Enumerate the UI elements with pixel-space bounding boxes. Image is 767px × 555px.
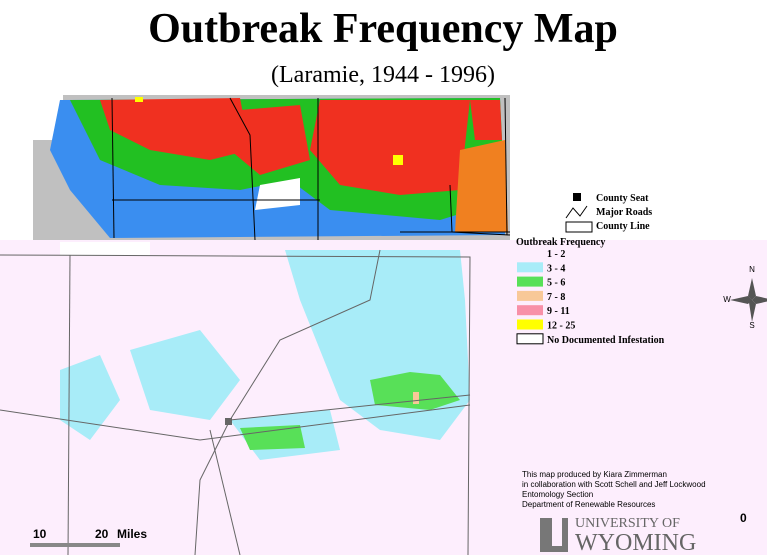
compass-s: S [749, 321, 754, 330]
legend-label: 3 - 4 [547, 263, 565, 274]
credit-line: Entomology Section [522, 490, 593, 499]
logo-line1: UNIVERSITY OF [575, 516, 680, 531]
legend-label: 5 - 6 [547, 278, 565, 289]
subtitle: (Laramie, 1944 - 1996) [271, 62, 495, 88]
scale-mark: 20 [95, 527, 109, 541]
legend-title: Outbreak Frequency [516, 237, 605, 248]
legend-label: No Documented Infestation [547, 335, 665, 346]
logo-line2: WYOMING [575, 530, 696, 555]
scale-mark: 0 [740, 511, 747, 525]
legend-label: 1 - 2 [547, 249, 565, 260]
legend-swatch [517, 276, 543, 287]
legend-swatch [517, 262, 543, 273]
credit-line: in collaboration with Scott Schell and J… [522, 480, 706, 489]
compass-w: W [723, 295, 731, 304]
legend-symbol-label: Major Roads [596, 207, 652, 218]
legend-label: 9 - 11 [547, 306, 570, 317]
county-seat-marker [225, 418, 232, 425]
legend-swatch [516, 333, 544, 345]
compass [730, 278, 767, 322]
scale-mark: 10 [33, 527, 47, 541]
legend-swatch [517, 290, 543, 301]
credit-line: This map produced by Kiara Zimmerman [522, 470, 667, 479]
title: Outbreak Frequency Map [148, 6, 618, 52]
legend-label: 7 - 8 [547, 292, 565, 303]
upper-map [33, 95, 511, 241]
compass-n: N [749, 265, 755, 274]
legend-symbol-label: County Seat [596, 193, 649, 204]
lower-map [0, 240, 767, 555]
legend-swatch [517, 305, 543, 316]
legend-swatch [517, 248, 543, 258]
legend-symbol-label: County Line [596, 221, 650, 232]
legend: County Seat Major Roads County Line Outbrea… [516, 193, 665, 346]
legend-swatch [517, 319, 543, 330]
scale-unit: Miles [117, 527, 147, 541]
credit-line: Department of Renewable Resources [522, 500, 655, 509]
legend-label: 12 - 25 [547, 321, 575, 332]
